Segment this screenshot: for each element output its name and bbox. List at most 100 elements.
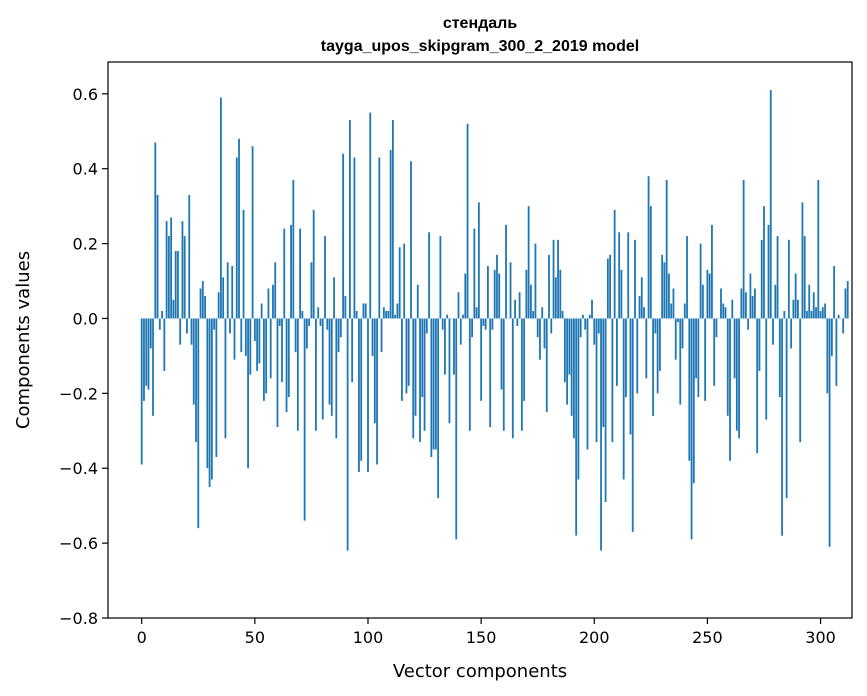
bar-254 (715, 318, 718, 338)
bar-63 (283, 228, 286, 319)
bar-104 (376, 318, 378, 465)
bar-90 (344, 296, 347, 319)
bar-64 (285, 318, 288, 413)
bar-213 (622, 318, 625, 480)
y-tick-label: 0.2 (73, 235, 98, 254)
bar-89 (342, 153, 345, 319)
bar-120 (412, 318, 415, 439)
bar-57 (269, 318, 272, 379)
bar-15 (174, 251, 177, 319)
bar-126 (425, 318, 428, 334)
bar-285 (785, 318, 788, 499)
bar-223 (645, 318, 648, 379)
bar-108 (385, 310, 387, 319)
bar-284 (783, 310, 786, 319)
bar-88 (339, 318, 342, 338)
bar-267 (744, 292, 747, 319)
bar-45 (242, 209, 245, 319)
bar-300 (819, 310, 822, 319)
bar-24 (195, 318, 197, 443)
bar-106 (380, 318, 383, 353)
bar-262 (733, 318, 736, 379)
bar-287 (790, 318, 793, 349)
chart-title-line1: стендаль (443, 15, 518, 32)
bar-192 (575, 318, 578, 536)
bar-39 (229, 318, 231, 334)
bar-190 (570, 318, 573, 416)
bar-42 (235, 157, 238, 319)
bar-1 (143, 318, 145, 401)
bar-238 (679, 318, 682, 405)
bar-185 (559, 269, 562, 319)
bar-22 (190, 318, 193, 345)
bar-271 (754, 288, 756, 319)
bar-292 (801, 202, 804, 319)
bar-23 (192, 318, 195, 405)
bar-131 (437, 318, 440, 499)
bar-111 (391, 120, 394, 319)
bar-117 (405, 318, 408, 394)
y-tick-label: 0.0 (73, 309, 98, 328)
bar-269 (749, 273, 752, 319)
bar-272 (756, 318, 759, 454)
bar-243 (690, 318, 693, 540)
bar-268 (747, 318, 750, 330)
bar-62 (281, 318, 283, 383)
bar-56 (267, 288, 270, 319)
bar-2 (145, 318, 148, 386)
bar-288 (792, 299, 795, 319)
bar-102 (371, 318, 374, 356)
bar-304 (828, 318, 831, 547)
bar-296 (810, 310, 813, 319)
bar-8 (158, 318, 161, 330)
bar-289 (794, 273, 797, 319)
plot-frame (107, 61, 853, 619)
bar-96 (358, 318, 360, 472)
x-tick-label: 300 (805, 628, 836, 647)
bar-series (140, 90, 849, 551)
bar-77 (315, 318, 317, 431)
bar-125 (423, 318, 426, 431)
x-axis-label: Vector components (393, 661, 567, 682)
bar-182 (552, 239, 555, 319)
bar-163 (509, 262, 512, 319)
bar-146 (471, 318, 473, 338)
bar-298 (815, 307, 817, 319)
bar-127 (428, 232, 430, 319)
bar-218 (634, 239, 636, 319)
bar-30 (208, 318, 211, 487)
bar-263 (735, 318, 738, 431)
bar-283 (781, 318, 783, 536)
bar-110 (389, 149, 392, 319)
bar-164 (511, 318, 514, 439)
y-tick-label: −0.2 (59, 384, 98, 403)
bar-105 (378, 157, 381, 319)
bar-278 (769, 90, 772, 319)
bar-144 (466, 123, 469, 319)
bar-78 (317, 307, 320, 319)
bar-242 (688, 318, 691, 461)
bar-116 (403, 243, 406, 319)
bar-240 (683, 303, 686, 319)
bar-161 (505, 224, 507, 319)
bar-55 (265, 318, 268, 394)
bar-266 (742, 179, 745, 319)
bar-248 (701, 284, 704, 319)
bar-173 (532, 310, 535, 319)
bar-257 (722, 303, 725, 319)
bar-76 (312, 209, 315, 319)
bar-9 (161, 310, 163, 319)
bar-157 (496, 254, 498, 319)
bar-130 (434, 318, 437, 450)
bar-239 (681, 318, 684, 349)
bar-270 (751, 296, 754, 319)
bar-237 (677, 318, 679, 323)
bar-140 (457, 292, 460, 319)
bar-224 (647, 176, 650, 319)
bar-211 (618, 232, 621, 319)
bar-61 (278, 318, 281, 326)
x-tick-label: 50 (245, 628, 265, 647)
x-tick-label: 100 (353, 628, 384, 647)
bar-28 (204, 296, 206, 319)
